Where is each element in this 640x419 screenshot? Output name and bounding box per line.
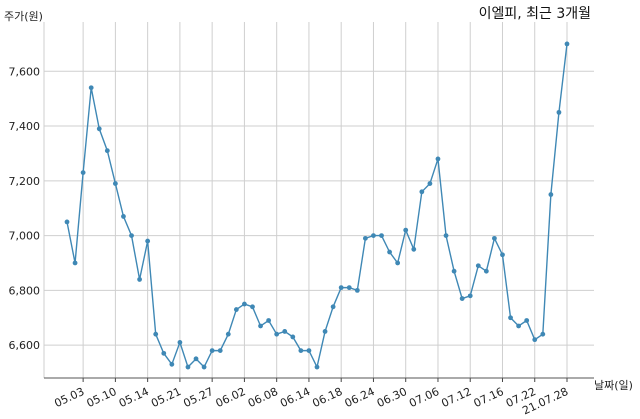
data-point (443, 233, 449, 239)
y-tick-label: 6,600 (9, 339, 41, 352)
data-point (500, 252, 505, 258)
data-point (395, 260, 401, 266)
data-point (492, 235, 497, 241)
data-point (217, 348, 223, 354)
y-tick-label: 7,600 (9, 65, 41, 78)
data-point (564, 41, 570, 47)
data-point (459, 296, 465, 301)
data-point (290, 334, 296, 340)
x-tick-label: 06.18 (310, 385, 344, 410)
y-tick-label: 6,800 (9, 284, 41, 297)
x-axis-label: 날짜(일) (594, 378, 633, 392)
data-point (483, 268, 489, 274)
data-point (177, 340, 183, 345)
x-tick-label: 05.10 (85, 385, 119, 410)
x-tick-label: 07.06 (407, 385, 441, 410)
data-point (169, 361, 175, 367)
data-point (427, 181, 433, 186)
x-tick-label: 07.16 (472, 385, 506, 410)
y-axis-label: 주가(원) (4, 10, 43, 23)
data-point (112, 181, 118, 186)
axes (43, 22, 594, 382)
data-point (306, 348, 312, 354)
data-point (80, 170, 86, 176)
data-point (104, 148, 110, 154)
data-point (137, 277, 142, 282)
data-point (354, 287, 360, 293)
x-tick-labels: 05.0305.1005.1405.2105.2706.0206.0806.14… (52, 385, 570, 417)
y-tick-label: 7,200 (9, 175, 41, 188)
data-point (282, 329, 288, 334)
data-point (233, 307, 239, 312)
data-point (201, 364, 207, 370)
y-tick-label: 7,400 (9, 120, 41, 133)
x-tick-label: 06.30 (375, 385, 409, 410)
x-tick-label: 05.14 (117, 385, 151, 410)
data-point (64, 219, 70, 225)
data-point (338, 285, 344, 291)
data-point (346, 285, 352, 291)
data-point (72, 260, 78, 266)
x-tick-label: 07.12 (439, 385, 473, 410)
x-tick-label: 06.02 (214, 385, 248, 410)
data-point (274, 331, 280, 337)
data-point (387, 249, 392, 255)
data-point (298, 348, 304, 354)
data-point (145, 238, 151, 244)
data-point (258, 323, 263, 329)
x-tick-label: 05.03 (52, 385, 86, 410)
data-point (129, 233, 134, 239)
data-point (209, 348, 215, 354)
x-tick-label: 05.27 (181, 385, 215, 410)
data-point (242, 301, 247, 307)
data-point (193, 356, 199, 362)
data-point (451, 268, 457, 274)
data-point (403, 227, 409, 233)
grid-lines (44, 22, 594, 378)
x-tick-label: 06.08 (246, 385, 280, 410)
data-point (330, 304, 336, 310)
data-point (371, 233, 376, 239)
data-point (524, 318, 530, 323)
x-tick-label: 06.24 (343, 385, 377, 410)
data-point (96, 126, 102, 132)
x-tick-label: 05.21 (149, 385, 183, 410)
x-tick-label: 06.14 (278, 385, 312, 410)
data-point (540, 331, 546, 337)
data-point (225, 331, 231, 337)
data-point (314, 364, 320, 370)
data-point (362, 235, 368, 241)
data-point (435, 156, 441, 162)
data-point (532, 337, 538, 343)
data-point (516, 323, 522, 329)
data-point (250, 304, 255, 310)
data-point (556, 109, 562, 115)
price-series (64, 41, 570, 370)
data-point (266, 318, 272, 323)
data-point (121, 214, 126, 219)
data-point (379, 233, 384, 239)
y-tick-labels: 6,600 6,800 7,000 7,200 7,400 7,600 (9, 65, 41, 352)
data-point (411, 246, 417, 252)
data-point (419, 189, 425, 195)
data-point (548, 192, 554, 197)
data-point (467, 293, 473, 299)
data-point (185, 364, 191, 370)
data-point (475, 263, 481, 269)
data-point (161, 350, 167, 356)
series-line (66, 43, 568, 370)
data-point (322, 329, 328, 334)
data-point (153, 331, 159, 337)
data-point (88, 85, 94, 91)
y-tick-label: 7,000 (9, 230, 41, 243)
chart-title: 이엘피, 최근 3개월 (479, 6, 591, 22)
data-point (508, 315, 513, 321)
